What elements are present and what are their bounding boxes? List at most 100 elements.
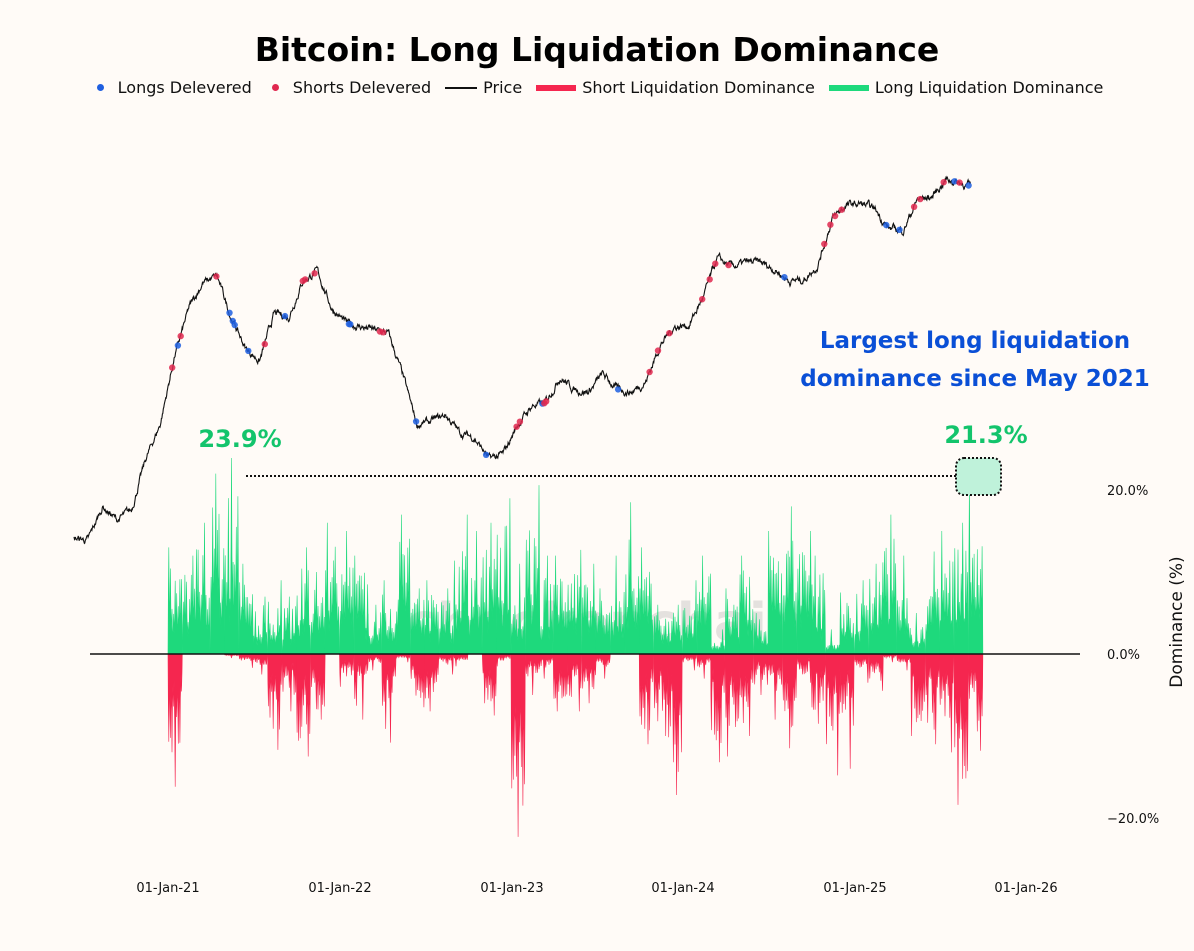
long-dominance-area-2022-05 — [395, 514, 411, 655]
green-bar-icon — [828, 84, 869, 91]
legend-item-short-dominance: Short Liquidation Dominance — [536, 78, 815, 97]
long-dominance-area-2022-01 — [339, 530, 355, 655]
long-dominance-area-2024-07 — [767, 530, 783, 655]
long-dominance-area-2022-12 — [496, 498, 512, 655]
shorts-delevered-dot — [827, 221, 834, 228]
long-dominance-area-2024-04 — [724, 588, 740, 655]
legend-label: Price — [483, 78, 523, 97]
long-dominance-area-2025-07 — [939, 530, 955, 655]
y-tick-label: 20.0% — [1107, 484, 1148, 499]
short-dominance-area-2021-09 — [281, 653, 297, 712]
long-dominance-area-2023-03 — [538, 555, 554, 655]
short-dominance-area-2022-07 — [424, 653, 440, 712]
short-dominance-area-2021-07 — [252, 653, 268, 675]
short-dominance-area-2024-08 — [782, 653, 798, 749]
annotation-line-2: dominance since May 2021 — [800, 366, 1150, 392]
long-dominance-area-2025-04 — [896, 555, 912, 655]
x-tick-label: 01-Jan-24 — [651, 881, 714, 896]
short-dominance-area-2021-11 — [310, 653, 326, 720]
short-dominance-area-2021-08 — [267, 653, 283, 750]
shorts-delevered-dot — [917, 195, 924, 203]
longs-delevered-dot — [951, 178, 958, 185]
shorts-delevered-dot — [302, 276, 309, 283]
price-layer — [73, 175, 971, 545]
short-dominance-area-2024-12 — [839, 653, 855, 769]
long-dominance-area-2024-05 — [738, 555, 754, 655]
longs-delevered-dot — [226, 309, 233, 316]
x-axis-ticks: 01-Jan-21 01-Jan-22 01-Jan-23 01-Jan-24 … — [136, 881, 1057, 896]
long-dominance-area-2025-01 — [854, 580, 870, 655]
long-dominance-area-2025-05 — [910, 612, 926, 655]
long-dominance-area-2021-06 — [238, 563, 254, 655]
long-dominance-area-2024-02 — [696, 555, 712, 655]
longs-delevered-dot — [231, 321, 238, 329]
shorts-delevered-dot — [516, 418, 524, 425]
long-dominance-area-2021-12 — [324, 522, 340, 655]
long-dominance-area-2022-10 — [467, 530, 483, 655]
long-dominance-area-2025-03 — [881, 514, 897, 655]
long-dominance-area-2023-09 — [624, 502, 640, 655]
long-dominance-area-2024-08 — [782, 506, 798, 655]
shorts-delevered-dot — [821, 240, 828, 248]
y-tick-label: −20.0% — [1107, 812, 1159, 827]
long-dominance-area-2022-07 — [424, 580, 440, 655]
long-dominance-area-2025-02 — [868, 563, 884, 655]
shorts-delevered-dot — [513, 423, 520, 430]
blue-dot-icon — [96, 84, 104, 91]
long-dominance-area-2023-10 — [638, 547, 654, 655]
legend: Longs Delevered Shorts Delevered Price S… — [0, 78, 1194, 97]
short-dominance-area-2022-05 — [395, 653, 411, 663]
long-dominance-area-2022-08 — [438, 588, 454, 655]
short-dominance-area-2024-04 — [724, 653, 740, 757]
delevered-dots — [169, 178, 972, 458]
shorts-delevered-dot — [666, 330, 673, 337]
red-bar-icon — [536, 84, 577, 91]
longs-delevered-dot — [482, 451, 490, 458]
long-dominance-area-2024-12 — [839, 592, 855, 655]
long-dominance-area-2021-11 — [310, 571, 326, 655]
long-dominance-area-2024-03 — [710, 629, 726, 655]
longs-delevered-dot — [965, 182, 972, 189]
long-dominance-area-2021-05 — [224, 457, 239, 655]
legend-label: Long Liquidation Dominance — [874, 78, 1104, 97]
long-dominance-area-2023-02 — [525, 485, 541, 655]
short-dominance-area-2024-11 — [825, 653, 841, 776]
short-dominance-area-2024-09 — [796, 653, 812, 683]
line-icon — [445, 86, 478, 89]
long-dominance-area-2021-10 — [295, 547, 311, 655]
y-axis-label: Dominance (%) — [1167, 556, 1187, 687]
short-dominance-area-2025-02 — [868, 653, 884, 691]
short-dominance-area-2023-02 — [525, 653, 541, 696]
red-dot-icon — [271, 84, 279, 91]
short-dominance-area-2023-07 — [595, 653, 611, 679]
shorts-delevered-dot — [910, 203, 918, 210]
long-dominance-area-2023-07 — [595, 588, 611, 655]
short-dominance-area-2021-01 — [167, 653, 183, 787]
longs-delevered-dot — [883, 221, 890, 229]
long-dominance-area-2025-06 — [925, 551, 940, 655]
short-dominance-area-2025-03 — [881, 653, 897, 663]
y-tick-label: 0.0% — [1107, 648, 1140, 663]
longs-delevered-dot — [614, 386, 622, 393]
legend-item-shorts-delevered: Shorts Delevered — [266, 78, 431, 97]
chart-title: Bitcoin: Long Liquidation Dominance — [254, 30, 940, 69]
shorts-delevered-dot — [543, 398, 550, 405]
short-dominance-area-2024-06 — [753, 653, 769, 696]
long-dominance-area-2022-06 — [410, 588, 426, 655]
short-dominance-area-2023-03 — [538, 653, 554, 679]
long-dominance-area-2021-09 — [281, 596, 297, 655]
long-dominance-area-2022-03 — [366, 604, 382, 655]
long-dominance-area-2022-02 — [353, 555, 369, 655]
short-dominance-area-2022-01 — [339, 653, 355, 687]
long-dominance-area-2022-09 — [453, 514, 469, 655]
shorts-delevered-dot — [699, 296, 706, 303]
short-dominance-area-2021-05 — [223, 653, 240, 659]
long-dominance-area-2024-09 — [796, 530, 812, 655]
price-line — [73, 175, 971, 545]
legend-item-long-dominance: Long Liquidation Dominance — [828, 78, 1104, 97]
long-dominance-area-2023-06 — [581, 563, 597, 655]
long-dominance-area-2021-03 — [195, 522, 211, 655]
longs-delevered-dot — [896, 226, 903, 233]
short-dominance-area-2023-12 — [667, 653, 683, 796]
